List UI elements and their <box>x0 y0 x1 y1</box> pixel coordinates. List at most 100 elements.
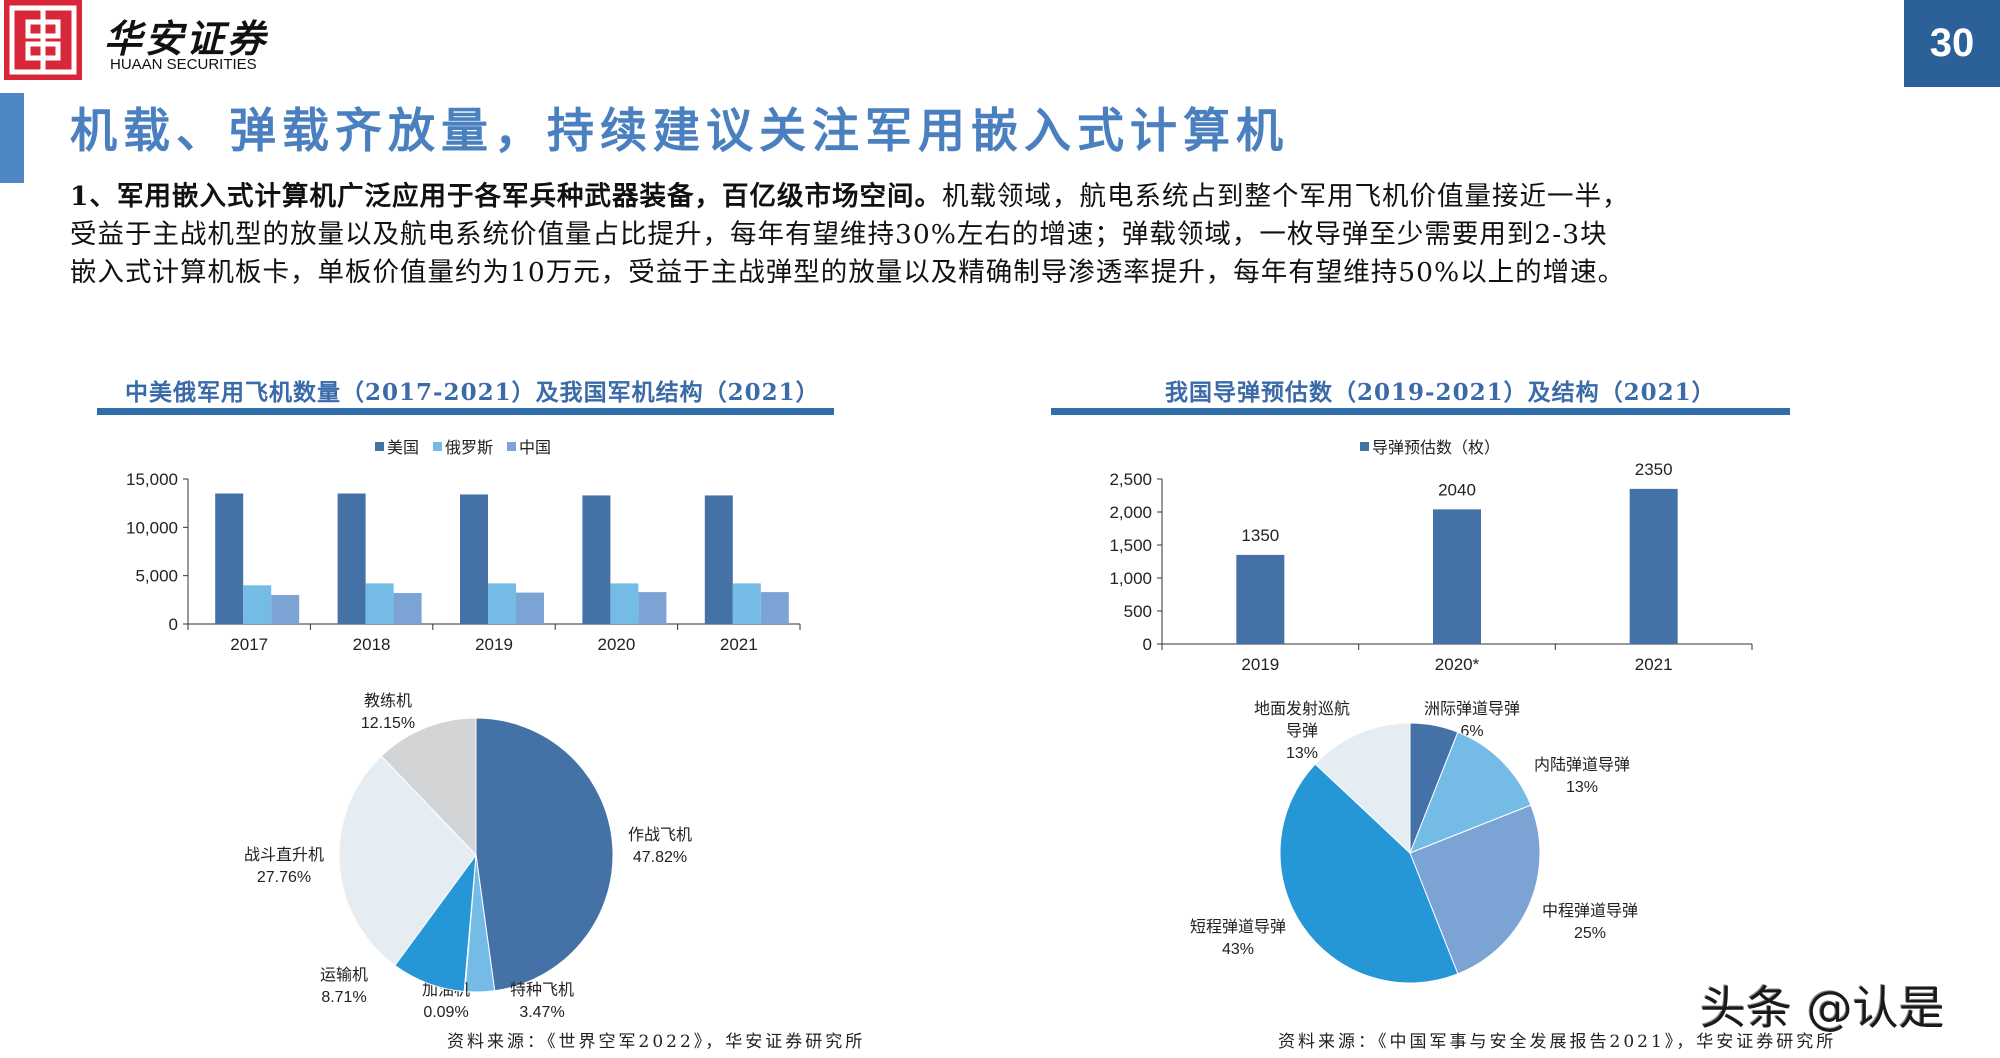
pie-percent: 0.09% <box>423 1004 468 1021</box>
pie-label: 作战飞机 <box>628 826 692 844</box>
bar <box>732 583 761 624</box>
left-panel-rule <box>97 408 834 415</box>
data-label: 2040 <box>1438 480 1476 499</box>
pie-slice <box>1409 804 1541 975</box>
y-tick-label: 0 <box>1143 635 1152 654</box>
left-panel-title: 中美俄军用飞机数量（2017-2021）及我国军机结构（2021） <box>125 379 820 406</box>
legend-swatch-icon <box>507 441 517 451</box>
y-tick-label: 0 <box>169 615 178 634</box>
y-tick-label: 2,000 <box>1109 503 1152 522</box>
legend-item: 俄罗斯 <box>433 434 493 458</box>
pie-percent: 25% <box>1574 925 1606 942</box>
pie-label: 导弹 <box>1286 722 1318 740</box>
bar <box>582 495 611 624</box>
right-source-note: 资料来源：《中国军事与安全发展报告2021》，华安证券研究所 <box>1278 1032 1837 1052</box>
legend-label: 美国 <box>387 440 420 457</box>
y-tick-label: 1,500 <box>1109 536 1152 555</box>
bar <box>638 592 667 624</box>
pie-slice <box>380 717 477 857</box>
bar <box>215 493 244 624</box>
pie-percent: 3.47% <box>519 1004 564 1021</box>
y-tick-label: 10,000 <box>126 518 178 537</box>
logo-knot-icon <box>9 5 77 75</box>
pie-label: 洲际弹道导弹 <box>1424 700 1520 718</box>
data-label: 1350 <box>1241 526 1279 545</box>
y-tick-label: 1,000 <box>1109 569 1152 588</box>
x-tick-label: 2019 <box>475 635 513 654</box>
missile-bar-legend: 导弹预估数（枚） <box>1360 434 1500 458</box>
logo-english-name: HUAAN SECURITIES <box>110 56 257 73</box>
pie-slice <box>1409 731 1532 854</box>
pie-label: 短程弹道导弹 <box>1190 918 1286 936</box>
bar <box>704 495 733 624</box>
paragraph-line-1: 1、军用嵌入式计算机广泛应用于各军兵种武器装备，百亿级市场空间。机载领域，航电系… <box>70 178 1950 216</box>
data-label: 2350 <box>1635 460 1673 479</box>
watermark: 头条 @认是 <box>1700 981 1945 1035</box>
x-tick-label: 2019 <box>1241 655 1279 674</box>
pie-percent: 12.15% <box>361 715 415 732</box>
paragraph-line-1-rest: 机载领域，航电系统占到整个军用飞机价值量接近一半， <box>941 181 1630 212</box>
paragraph-line-3: 嵌入式计算机板卡，单板价值量约为10万元，受益于主战弹型的放量以及精确制导渗透率… <box>70 257 1626 288</box>
bar <box>393 593 422 624</box>
aircraft-bar-legend: 美国 俄罗斯 中国 <box>375 434 551 458</box>
pie-label: 战斗直升机 <box>244 846 324 864</box>
logo-chinese-name: 华安证券 <box>104 16 269 61</box>
pie-slice <box>338 755 477 967</box>
bar <box>271 595 300 624</box>
pie-slice <box>1279 763 1459 984</box>
bar <box>760 592 789 624</box>
bar <box>337 493 366 624</box>
bar <box>1236 554 1285 644</box>
pie-label: 地面发射巡航 <box>1254 700 1350 718</box>
pie-percent: 13% <box>1286 745 1318 762</box>
y-tick-label: 15,000 <box>126 470 178 489</box>
pie-label: 运输机 <box>320 966 368 984</box>
legend-label: 导弹预估数（枚） <box>1372 440 1501 457</box>
pie-slice <box>475 717 614 992</box>
bar <box>1433 509 1481 644</box>
y-tick-label: 500 <box>1124 602 1152 621</box>
pie-percent: 13% <box>1566 779 1598 796</box>
legend-item: 导弹预估数（枚） <box>1360 434 1500 458</box>
bar <box>1629 488 1678 644</box>
pie-slice <box>1314 722 1411 855</box>
bar <box>460 494 488 624</box>
slide-title: 机载、弹载齐放量，持续建议关注军用嵌入式计算机 <box>70 104 1289 159</box>
bar <box>365 583 394 624</box>
aircraft-structure-pie-chart: 作战飞机47.82%特种飞机3.47%加油机0.09%运输机8.71%战斗直升机… <box>244 692 692 1021</box>
pie-label: 内陆弹道导弹 <box>1534 756 1630 774</box>
pie-label: 中程弹道导弹 <box>1542 902 1638 920</box>
x-tick-label: 2017 <box>230 635 268 654</box>
bar <box>516 592 544 624</box>
aircraft-count-bar-chart: 0 5,000 10,000 15,000 2017 2018 2019 2020 2021 <box>126 470 801 654</box>
pie-percent: 43% <box>1222 941 1254 958</box>
page-number: 30 <box>1904 0 2000 87</box>
legend-label: 俄罗斯 <box>445 440 494 457</box>
legend-swatch-icon <box>1360 441 1369 451</box>
pie-percent: 27.76% <box>257 869 311 886</box>
x-tick-label: 2021 <box>1635 655 1673 674</box>
bar <box>488 583 516 624</box>
x-tick-label: 2020 <box>597 635 635 654</box>
pie-percent: 47.82% <box>633 849 687 866</box>
bar <box>243 585 272 624</box>
huaan-logo-mark <box>4 0 82 80</box>
pie-label: 特种飞机 <box>510 981 574 999</box>
right-panel-title: 我国导弹预估数（2019-2021）及结构（2021） <box>1165 379 1716 406</box>
body-paragraph: 1、军用嵌入式计算机广泛应用于各军兵种武器装备，百亿级市场空间。机载领域，航电系… <box>70 178 1950 292</box>
missile-count-bar-chart: 0 500 1,000 1,500 2,000 2,500 2019 1350 2020* 204… <box>1109 460 1753 674</box>
legend-swatch-icon <box>433 441 443 451</box>
left-source-note: 资料来源：《世界空军2022》，华安证券研究所 <box>447 1032 866 1052</box>
missile-structure-pie-chart: 洲际弹道导弹6%内陆弹道导弹13%中程弹道导弹25%短程弹道导弹43%地面发射巡… <box>1190 700 1638 984</box>
right-panel-rule <box>1051 408 1790 415</box>
pie-label: 教练机 <box>364 692 412 710</box>
y-tick-label: 2,500 <box>1109 470 1152 489</box>
x-tick-label: 2020* <box>1435 655 1480 674</box>
legend-item: 中国 <box>507 434 551 458</box>
paragraph-bold-lead: 1、军用嵌入式计算机广泛应用于各军兵种武器装备，百亿级市场空间。 <box>70 181 942 212</box>
paragraph-line-2: 受益于主战机型的放量以及航电系统价值量占比提升，每年有望维持30%左右的增速；弹… <box>70 219 1608 250</box>
y-tick-label: 5,000 <box>135 567 178 586</box>
x-tick-label: 2018 <box>353 635 391 654</box>
legend-item: 美国 <box>375 434 419 458</box>
legend-label: 中国 <box>519 440 552 457</box>
